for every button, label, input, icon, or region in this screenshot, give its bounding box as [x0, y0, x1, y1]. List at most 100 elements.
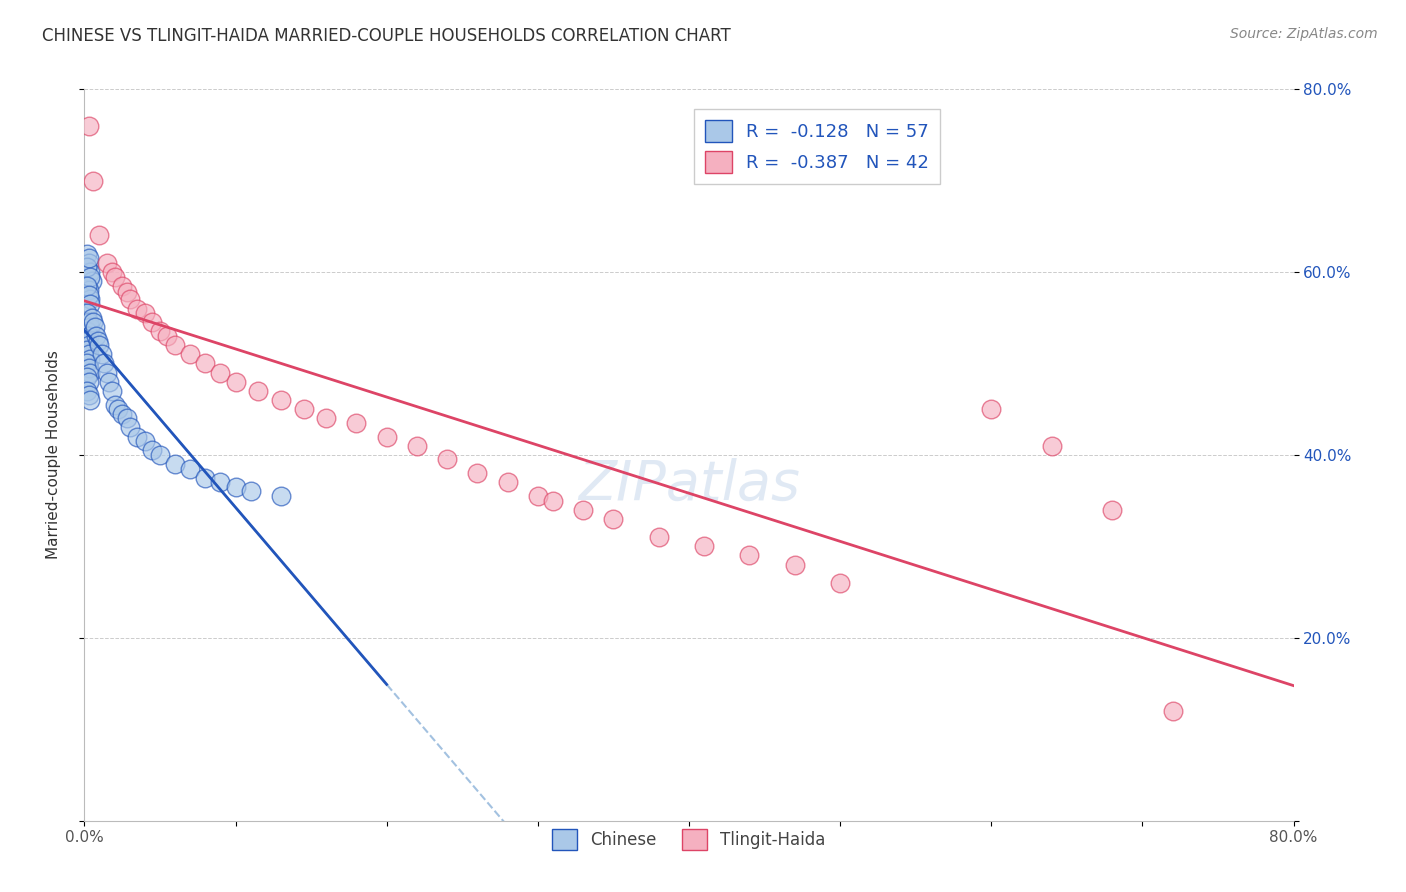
- Point: [76, 260, 98, 275]
- Point: [738, 549, 761, 563]
- Point: [149, 325, 172, 339]
- Point: [93, 356, 115, 371]
- Point: [209, 475, 232, 490]
- Point: [76, 306, 98, 320]
- Point: [783, 558, 806, 572]
- Point: [77, 256, 100, 270]
- Point: [315, 411, 337, 425]
- Point: [77, 315, 100, 329]
- Point: [111, 407, 134, 421]
- Point: [79, 366, 101, 380]
- Point: [1040, 439, 1063, 453]
- Point: [165, 457, 187, 471]
- Point: [1161, 704, 1184, 718]
- Point: [270, 392, 292, 407]
- Point: [648, 530, 671, 544]
- Point: [141, 315, 163, 329]
- Point: [406, 439, 429, 453]
- Text: ZIPatlas: ZIPatlas: [578, 458, 800, 511]
- Point: [104, 398, 127, 412]
- Point: [76, 343, 98, 357]
- Point: [77, 388, 100, 402]
- Point: [602, 512, 624, 526]
- Point: [292, 402, 315, 417]
- Point: [79, 265, 101, 279]
- Point: [572, 503, 595, 517]
- Point: [87, 334, 110, 348]
- Point: [84, 319, 107, 334]
- Point: [76, 325, 98, 339]
- Point: [149, 448, 172, 462]
- Point: [209, 366, 232, 380]
- Point: [346, 416, 368, 430]
- Point: [79, 392, 101, 407]
- Point: [76, 384, 98, 398]
- Point: [134, 306, 156, 320]
- Point: [165, 338, 187, 352]
- Point: [80, 310, 103, 325]
- Point: [80, 274, 103, 288]
- Point: [127, 301, 149, 316]
- Point: [179, 461, 201, 475]
- Point: [247, 384, 270, 398]
- Point: [79, 297, 101, 311]
- Point: [1101, 503, 1123, 517]
- Point: [76, 246, 98, 260]
- Point: [134, 434, 156, 449]
- Point: [118, 420, 141, 434]
- Point: [467, 466, 489, 480]
- Point: [79, 269, 101, 284]
- Point: [127, 430, 149, 444]
- Legend: Chinese, Tlingit-Haida: Chinese, Tlingit-Haida: [546, 822, 832, 856]
- Point: [97, 375, 120, 389]
- Point: [225, 480, 247, 494]
- Point: [693, 539, 716, 553]
- Point: [496, 475, 519, 490]
- Point: [141, 443, 163, 458]
- Point: [541, 493, 564, 508]
- Point: [375, 430, 398, 444]
- Point: [96, 256, 118, 270]
- Point: [225, 375, 247, 389]
- Point: [77, 252, 100, 266]
- Point: [89, 338, 111, 352]
- Point: [77, 284, 100, 298]
- Point: [79, 319, 101, 334]
- Point: [76, 334, 98, 348]
- Point: [89, 228, 111, 243]
- Point: [239, 484, 262, 499]
- Point: [194, 356, 217, 371]
- Point: [115, 285, 138, 300]
- Point: [77, 375, 100, 389]
- Point: [77, 329, 100, 343]
- Point: [270, 489, 292, 503]
- Point: [76, 278, 98, 293]
- Y-axis label: Married-couple Households: Married-couple Households: [46, 351, 60, 559]
- Point: [82, 315, 104, 329]
- Point: [194, 471, 217, 485]
- Point: [76, 356, 98, 371]
- Point: [77, 119, 100, 133]
- Point: [104, 269, 127, 284]
- Point: [179, 347, 201, 361]
- Point: [77, 338, 100, 352]
- Point: [91, 347, 114, 361]
- Point: [77, 288, 100, 302]
- Point: [82, 173, 104, 188]
- Point: [77, 361, 100, 376]
- Point: [111, 278, 134, 293]
- Point: [107, 402, 129, 417]
- Point: [118, 293, 141, 307]
- Point: [115, 411, 138, 425]
- Point: [96, 366, 118, 380]
- Point: [436, 452, 458, 467]
- Point: [980, 402, 1002, 417]
- Point: [77, 347, 100, 361]
- Point: [79, 293, 101, 307]
- Point: [156, 329, 179, 343]
- Point: [100, 384, 122, 398]
- Point: [830, 576, 852, 591]
- Point: [79, 351, 101, 366]
- Text: CHINESE VS TLINGIT-HAIDA MARRIED-COUPLE HOUSEHOLDS CORRELATION CHART: CHINESE VS TLINGIT-HAIDA MARRIED-COUPLE …: [42, 27, 731, 45]
- Text: Source: ZipAtlas.com: Source: ZipAtlas.com: [1230, 27, 1378, 41]
